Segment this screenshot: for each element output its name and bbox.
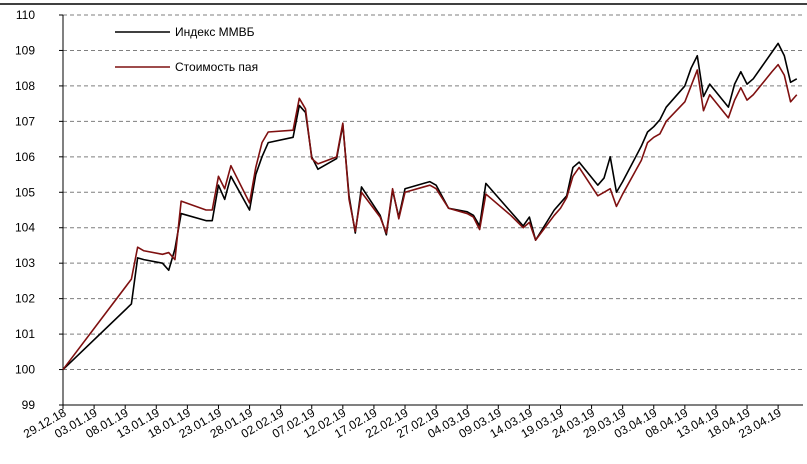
y-tick-label: 100 xyxy=(15,363,35,377)
y-tick-label: 110 xyxy=(16,8,35,22)
y-tick-label: 103 xyxy=(15,256,35,270)
legend-label: Стоимость пая xyxy=(175,60,258,74)
y-tick-label: 109 xyxy=(15,43,35,57)
y-tick-label: 104 xyxy=(15,221,35,235)
series-line xyxy=(62,63,798,371)
y-tick-label: 108 xyxy=(15,79,35,93)
y-tick-label: 102 xyxy=(15,292,35,306)
y-tick-label: 106 xyxy=(15,150,35,164)
y-tick-label: 99 xyxy=(22,398,36,412)
y-tick-label: 101 xyxy=(15,327,35,341)
series-line xyxy=(62,42,798,371)
y-tick-label: 107 xyxy=(15,114,35,128)
legend-label: Индекс ММВБ xyxy=(175,25,255,39)
y-tick-label: 105 xyxy=(15,185,35,199)
